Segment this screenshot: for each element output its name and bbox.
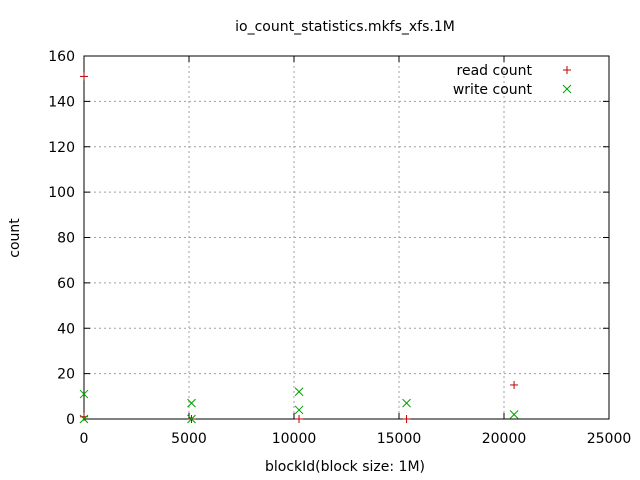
x-axis: 0 5000 10000 15000 20000 25000 <box>80 56 632 447</box>
y-tick-label: 160 <box>48 49 75 65</box>
x-tick-label: 5000 <box>171 431 207 447</box>
write-count-point <box>509 410 519 419</box>
y-axis: 0 20 40 60 80 100 120 140 160 <box>48 49 609 428</box>
read-count-point <box>295 415 304 423</box>
y-tick-label: 100 <box>48 185 75 201</box>
write-count-point <box>294 387 304 397</box>
y-tick-label: 20 <box>57 367 75 383</box>
x-tick-label: 0 <box>80 431 89 447</box>
write-count-point <box>79 389 89 399</box>
legend-label-write-count: write count <box>453 82 533 98</box>
write-count-point <box>402 398 411 408</box>
y-axis-label: count <box>7 218 23 258</box>
legend: read count write count <box>453 63 572 98</box>
x-tick-label: 25000 <box>587 431 632 447</box>
y-tick-label: 140 <box>48 94 75 110</box>
y-tick-label: 80 <box>57 231 75 247</box>
y-tick-label: 120 <box>48 140 75 156</box>
y-tick-label: 0 <box>66 412 75 428</box>
y-tick-label: 40 <box>57 321 75 337</box>
legend-label-read-count: read count <box>457 63 533 79</box>
read-count-point <box>80 72 88 81</box>
write-count-point <box>187 398 196 408</box>
x-tick-label: 20000 <box>482 431 527 447</box>
legend-marker-read-count <box>563 66 571 74</box>
write-count-point <box>294 405 304 415</box>
x-tick-label: 10000 <box>272 431 317 447</box>
legend-marker-write-count <box>562 84 572 94</box>
write-count-point <box>79 414 89 424</box>
x-tick-label: 15000 <box>377 431 422 447</box>
x-axis-label: blockId(block size: 1M) <box>265 459 425 475</box>
write-count-point <box>187 414 196 424</box>
data-points <box>79 72 519 424</box>
chart-title: io_count_statistics.mkfs_xfs.1M <box>235 19 455 35</box>
read-count-point <box>510 380 519 389</box>
y-tick-label: 60 <box>57 276 75 292</box>
grid-lines <box>84 56 609 419</box>
read-count-point <box>402 415 411 423</box>
